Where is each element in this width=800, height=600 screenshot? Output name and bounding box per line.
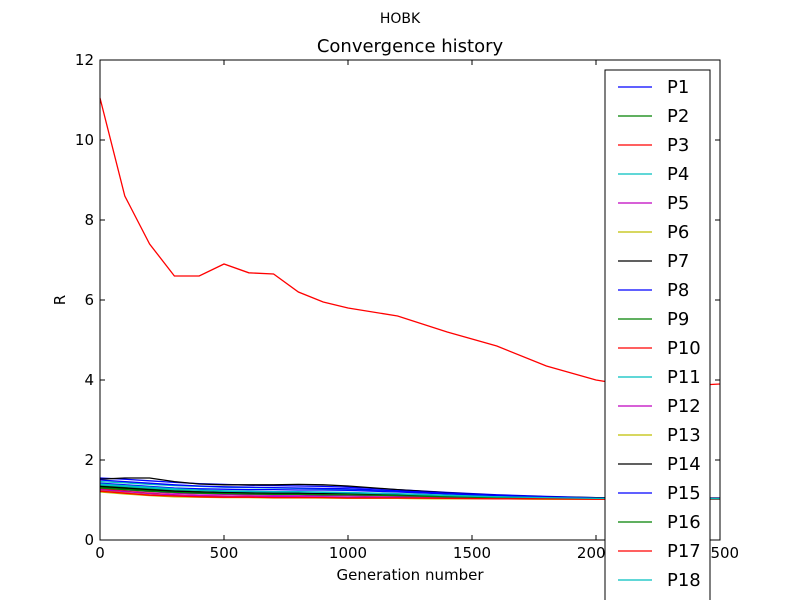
figure-suptitle: HOBK bbox=[380, 11, 421, 27]
y-tick-label: 8 bbox=[84, 211, 94, 229]
legend-label-16: P16 bbox=[667, 512, 701, 533]
legend-label-13: P13 bbox=[667, 425, 701, 446]
legend-label-10: P10 bbox=[667, 338, 701, 359]
legend-label-2: P2 bbox=[667, 106, 689, 127]
x-tick-label: 1500 bbox=[453, 544, 491, 562]
legend-label-12: P12 bbox=[667, 396, 701, 417]
series-line-17 bbox=[99, 490, 720, 500]
legend-label-6: P6 bbox=[667, 222, 689, 243]
series-line-18 bbox=[99, 484, 721, 500]
legend: P1 P2 P3 P4 P5 P6 P7 P8 P9 P10 P11 P12 P13 P14 P15 P16 P… bbox=[604, 69, 711, 600]
legend-label-3: P3 bbox=[667, 135, 689, 156]
y-tick-label: 6 bbox=[84, 291, 94, 309]
x-tick-label: 500 bbox=[210, 544, 239, 562]
series-line-15 bbox=[99, 479, 720, 500]
y-tick-label: 4 bbox=[84, 371, 94, 389]
legend-label-8: P8 bbox=[667, 280, 689, 301]
legend-box bbox=[604, 69, 711, 600]
y-tick-label: 12 bbox=[75, 51, 94, 69]
legend-label-1: P1 bbox=[667, 77, 689, 98]
legend-label-14: P14 bbox=[667, 454, 701, 475]
x-tick-label: 0 bbox=[95, 544, 105, 562]
x-axis-label: Generation number bbox=[337, 566, 485, 584]
legend-label-9: P9 bbox=[667, 309, 689, 330]
y-tick-label: 10 bbox=[75, 131, 94, 149]
x-tick-label: 1000 bbox=[329, 544, 367, 562]
legend-label-7: P7 bbox=[667, 251, 689, 272]
y-tick-label: 2 bbox=[84, 451, 94, 469]
series-line-3 bbox=[99, 97, 721, 389]
legend-label-5: P5 bbox=[667, 193, 689, 214]
legend-label-17: P17 bbox=[667, 541, 701, 562]
legend-label-15: P15 bbox=[667, 483, 701, 504]
chart-title: Convergence history bbox=[317, 36, 504, 57]
legend-label-11: P11 bbox=[667, 367, 701, 388]
legend-label-18: P18 bbox=[667, 570, 701, 591]
series-layer bbox=[99, 97, 721, 500]
y-tick-label: 0 bbox=[84, 531, 94, 549]
legend-label-4: P4 bbox=[667, 164, 689, 185]
y-axis-label: R bbox=[51, 295, 69, 305]
